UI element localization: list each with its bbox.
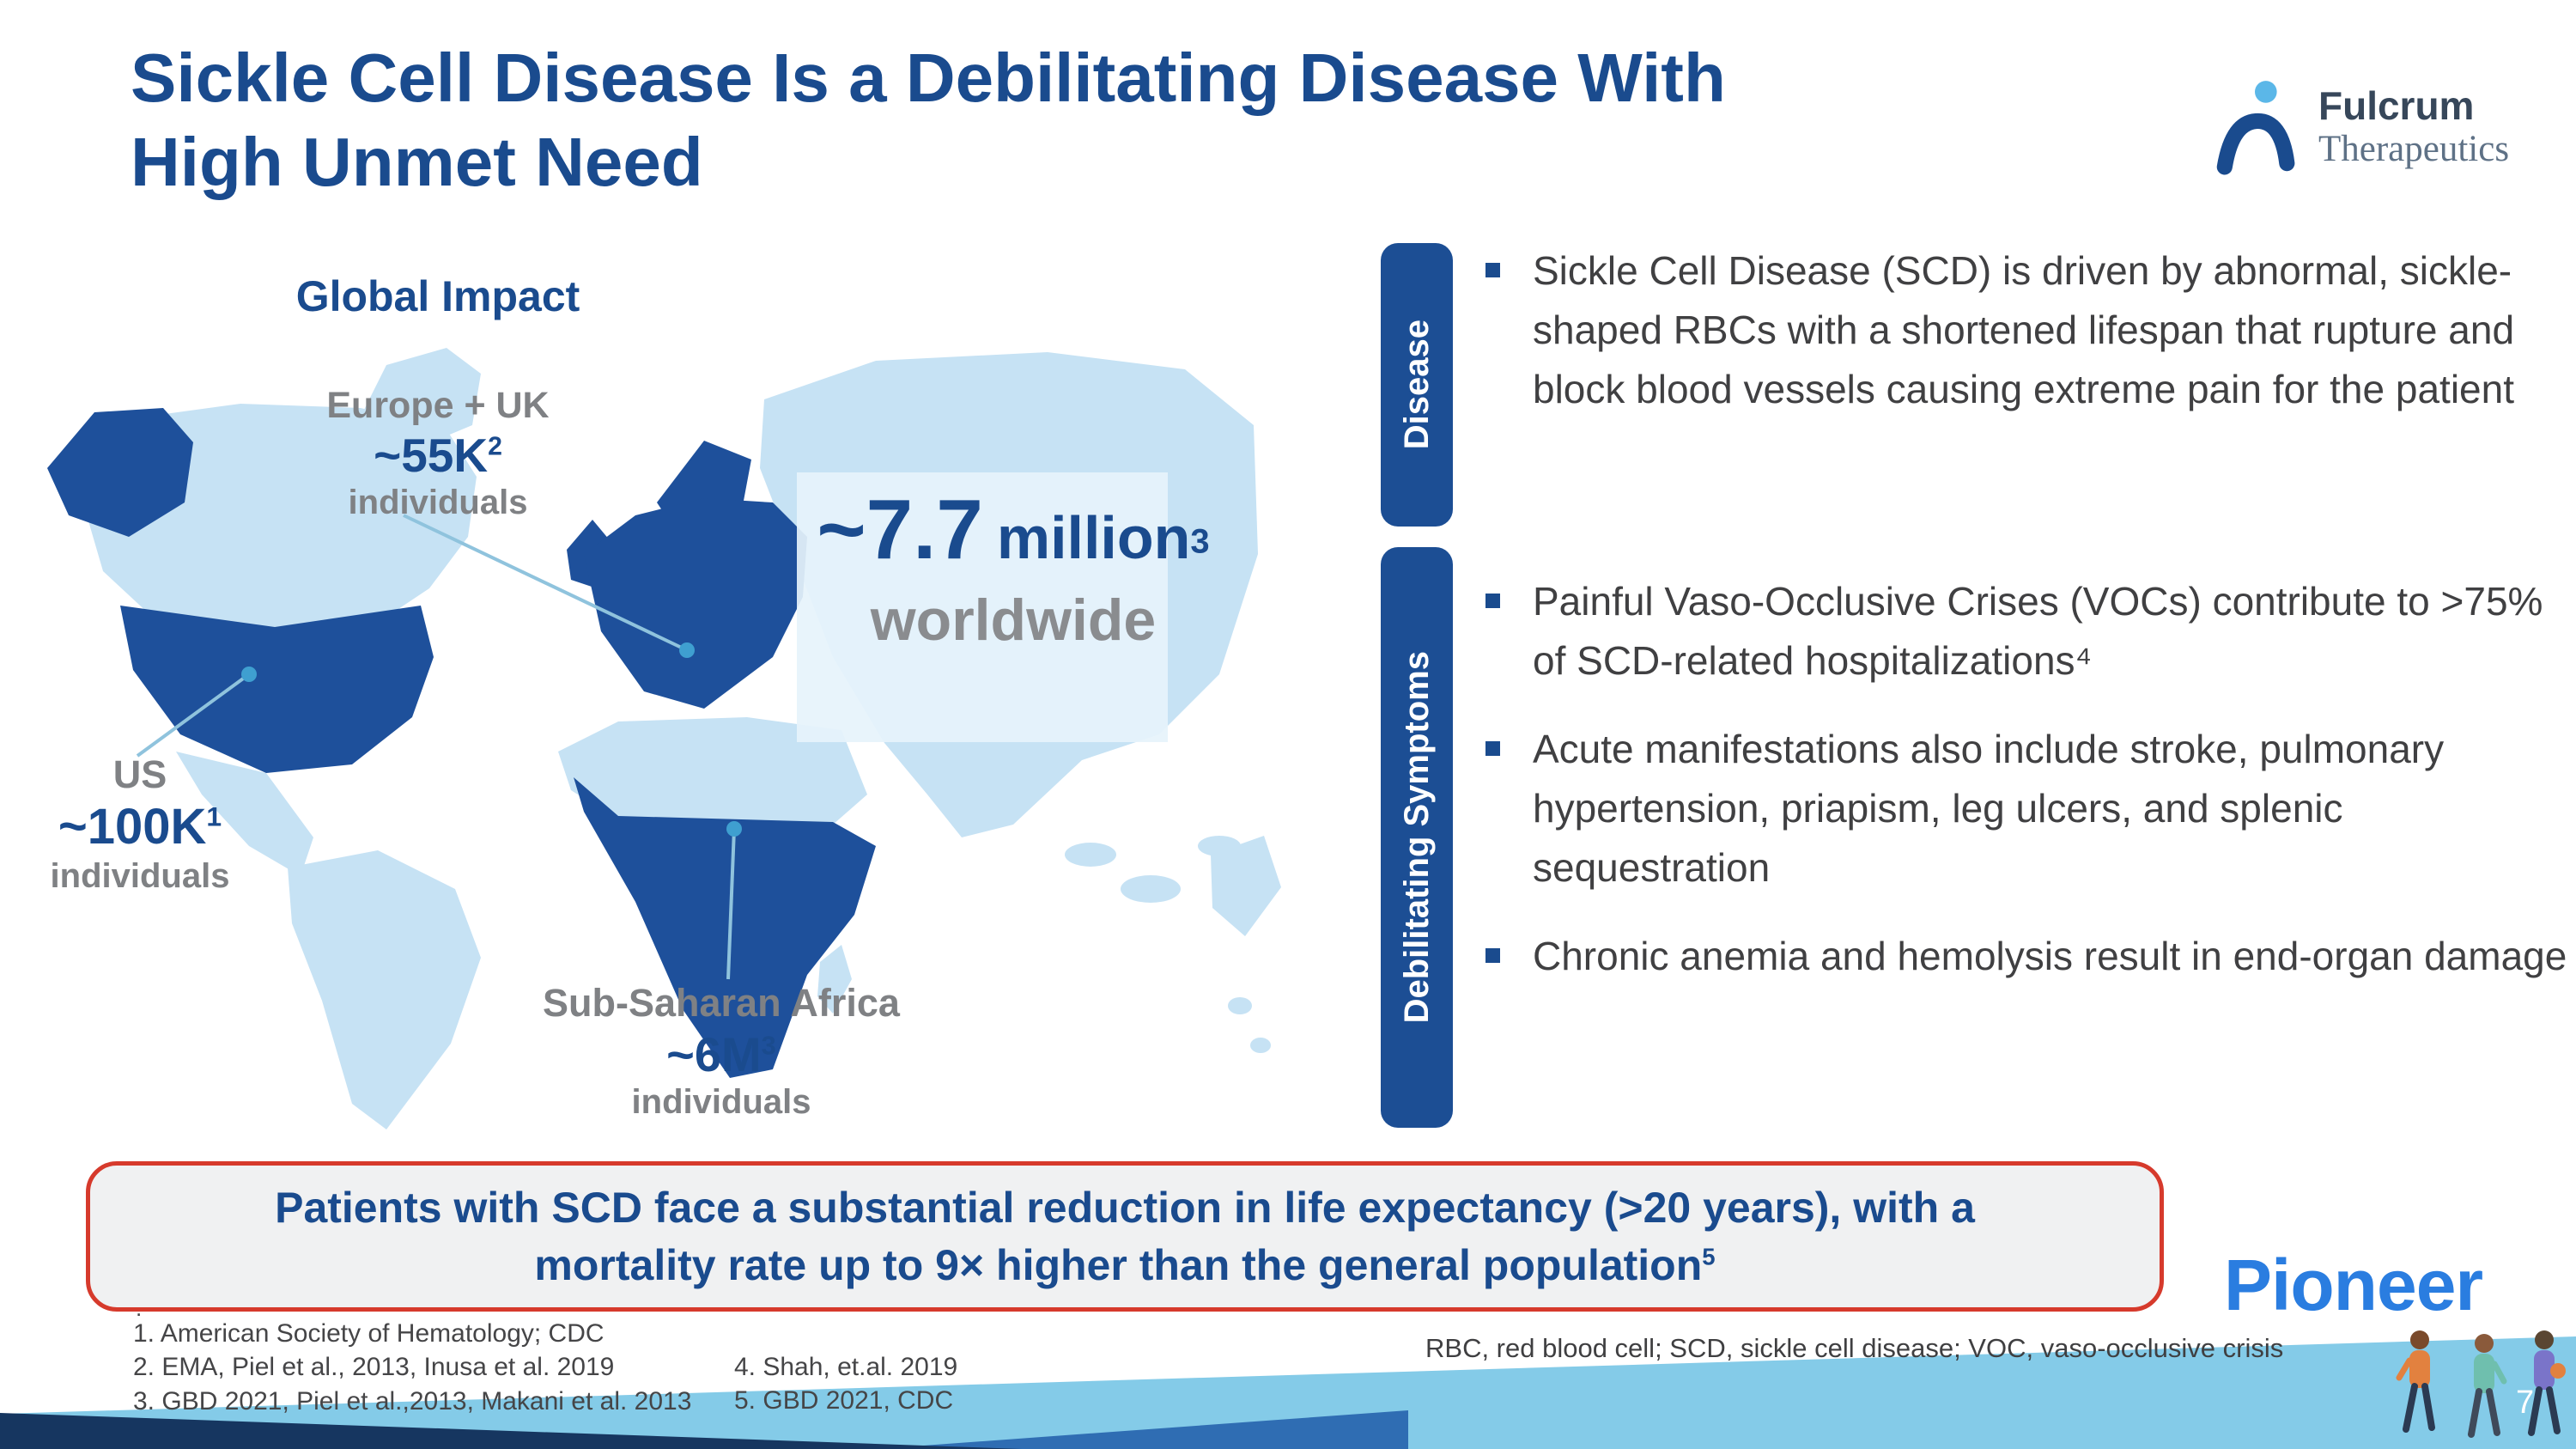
worldwide-stat: ~7.7 million3 worldwide bbox=[747, 481, 1279, 654]
title-line-2: High Unmet Need bbox=[131, 123, 703, 200]
region-label-us: US ~100K1 individuals bbox=[50, 752, 230, 895]
footnote: 1. American Society of Hematology; CDC bbox=[133, 1319, 605, 1348]
page-number: 7 bbox=[2516, 1385, 2535, 1421]
bullet-icon bbox=[1485, 948, 1500, 963]
global-impact-heading: Global Impact bbox=[295, 272, 580, 320]
disease-pill-label: Disease bbox=[1397, 320, 1436, 450]
life-expectancy-callout: Patients with SCD face a substantial red… bbox=[86, 1161, 2164, 1312]
bullet-icon bbox=[1485, 263, 1500, 277]
footnote: 3. GBD 2021, Piel et al.,2013, Makani et… bbox=[133, 1386, 692, 1416]
debilitating-symptoms-bullets: Painful Vaso-Occlusive Crises (VOCs) con… bbox=[1485, 572, 2567, 986]
region-label-europe: Europe + UK ~55K2 individuals bbox=[326, 385, 550, 521]
bullet-item: Painful Vaso-Occlusive Crises (VOCs) con… bbox=[1485, 572, 2567, 691]
bullet-icon bbox=[1485, 594, 1500, 608]
bullet-item: Chronic anemia and hemolysis result in e… bbox=[1485, 927, 2567, 986]
bullet-item: Acute manifestations also include stroke… bbox=[1485, 720, 2567, 898]
title-line-1: Sickle Cell Disease Is a Debilitating Di… bbox=[131, 40, 1726, 116]
debilitating-symptoms-pill: Debilitating Symptoms bbox=[1381, 547, 1453, 1128]
disease-bullets: Sickle Cell Disease (SCD) is driven by a… bbox=[1485, 241, 2567, 419]
pioneer-logo: Pioneer bbox=[2224, 1245, 2483, 1325]
footnotes-column-1: 1. American Society of Hematology; CDC 2… bbox=[133, 1317, 691, 1418]
worldwide-stat-panel bbox=[797, 472, 1168, 742]
disease-pill: Disease bbox=[1381, 243, 1453, 527]
footnote-stray-dot: . bbox=[136, 1295, 143, 1321]
debilitating-symptoms-pill-label: Debilitating Symptoms bbox=[1397, 651, 1436, 1024]
callout-line-1: Patients with SCD face a substantial red… bbox=[275, 1184, 1975, 1232]
pioneer-figures bbox=[2396, 1330, 2566, 1438]
worldwide-stat-caption: worldwide bbox=[870, 588, 1157, 653]
footnote: 2. EMA, Piel et al., 2013, Inusa et al. … bbox=[133, 1353, 615, 1382]
figure-person-3 bbox=[2528, 1330, 2566, 1436]
abbreviations-note: RBC, red blood cell; SCD, sickle cell di… bbox=[1425, 1333, 2284, 1363]
figure-person-2 bbox=[2468, 1334, 2507, 1438]
footnote: 4. Shah, et.al. 2019 bbox=[734, 1353, 958, 1381]
callout-line-2: mortality rate up to 9× higher than the … bbox=[534, 1240, 1716, 1289]
bullet-icon bbox=[1485, 741, 1500, 756]
map-highlight-regions bbox=[47, 408, 876, 1078]
fulcrum-logo-text: Fulcrum Therapeutics bbox=[2318, 84, 2509, 170]
region-label-africa: Sub-Saharan Africa ~6M3 individuals bbox=[543, 981, 900, 1122]
footnotes-column-2: 4. Shah, et.al. 2019 5. GBD 2021, CDC bbox=[734, 1350, 957, 1418]
bullet-item: Sickle Cell Disease (SCD) is driven by a… bbox=[1485, 241, 2567, 419]
footnote: 5. GBD 2021, CDC bbox=[734, 1386, 954, 1416]
map-location-dots bbox=[241, 642, 742, 837]
brand-division: Therapeutics bbox=[2318, 128, 2510, 169]
page-title: Sickle Cell Disease Is a Debilitating Di… bbox=[131, 36, 1726, 204]
worldwide-stat-value: ~7.7 million3 bbox=[817, 482, 1210, 576]
brand-name: Fulcrum bbox=[2318, 82, 2475, 128]
fulcrum-logo: Fulcrum Therapeutics bbox=[2214, 79, 2509, 175]
figure-person-1 bbox=[2396, 1330, 2435, 1433]
map-callout-lines bbox=[136, 514, 736, 980]
fulcrum-logo-icon bbox=[2216, 81, 2295, 175]
